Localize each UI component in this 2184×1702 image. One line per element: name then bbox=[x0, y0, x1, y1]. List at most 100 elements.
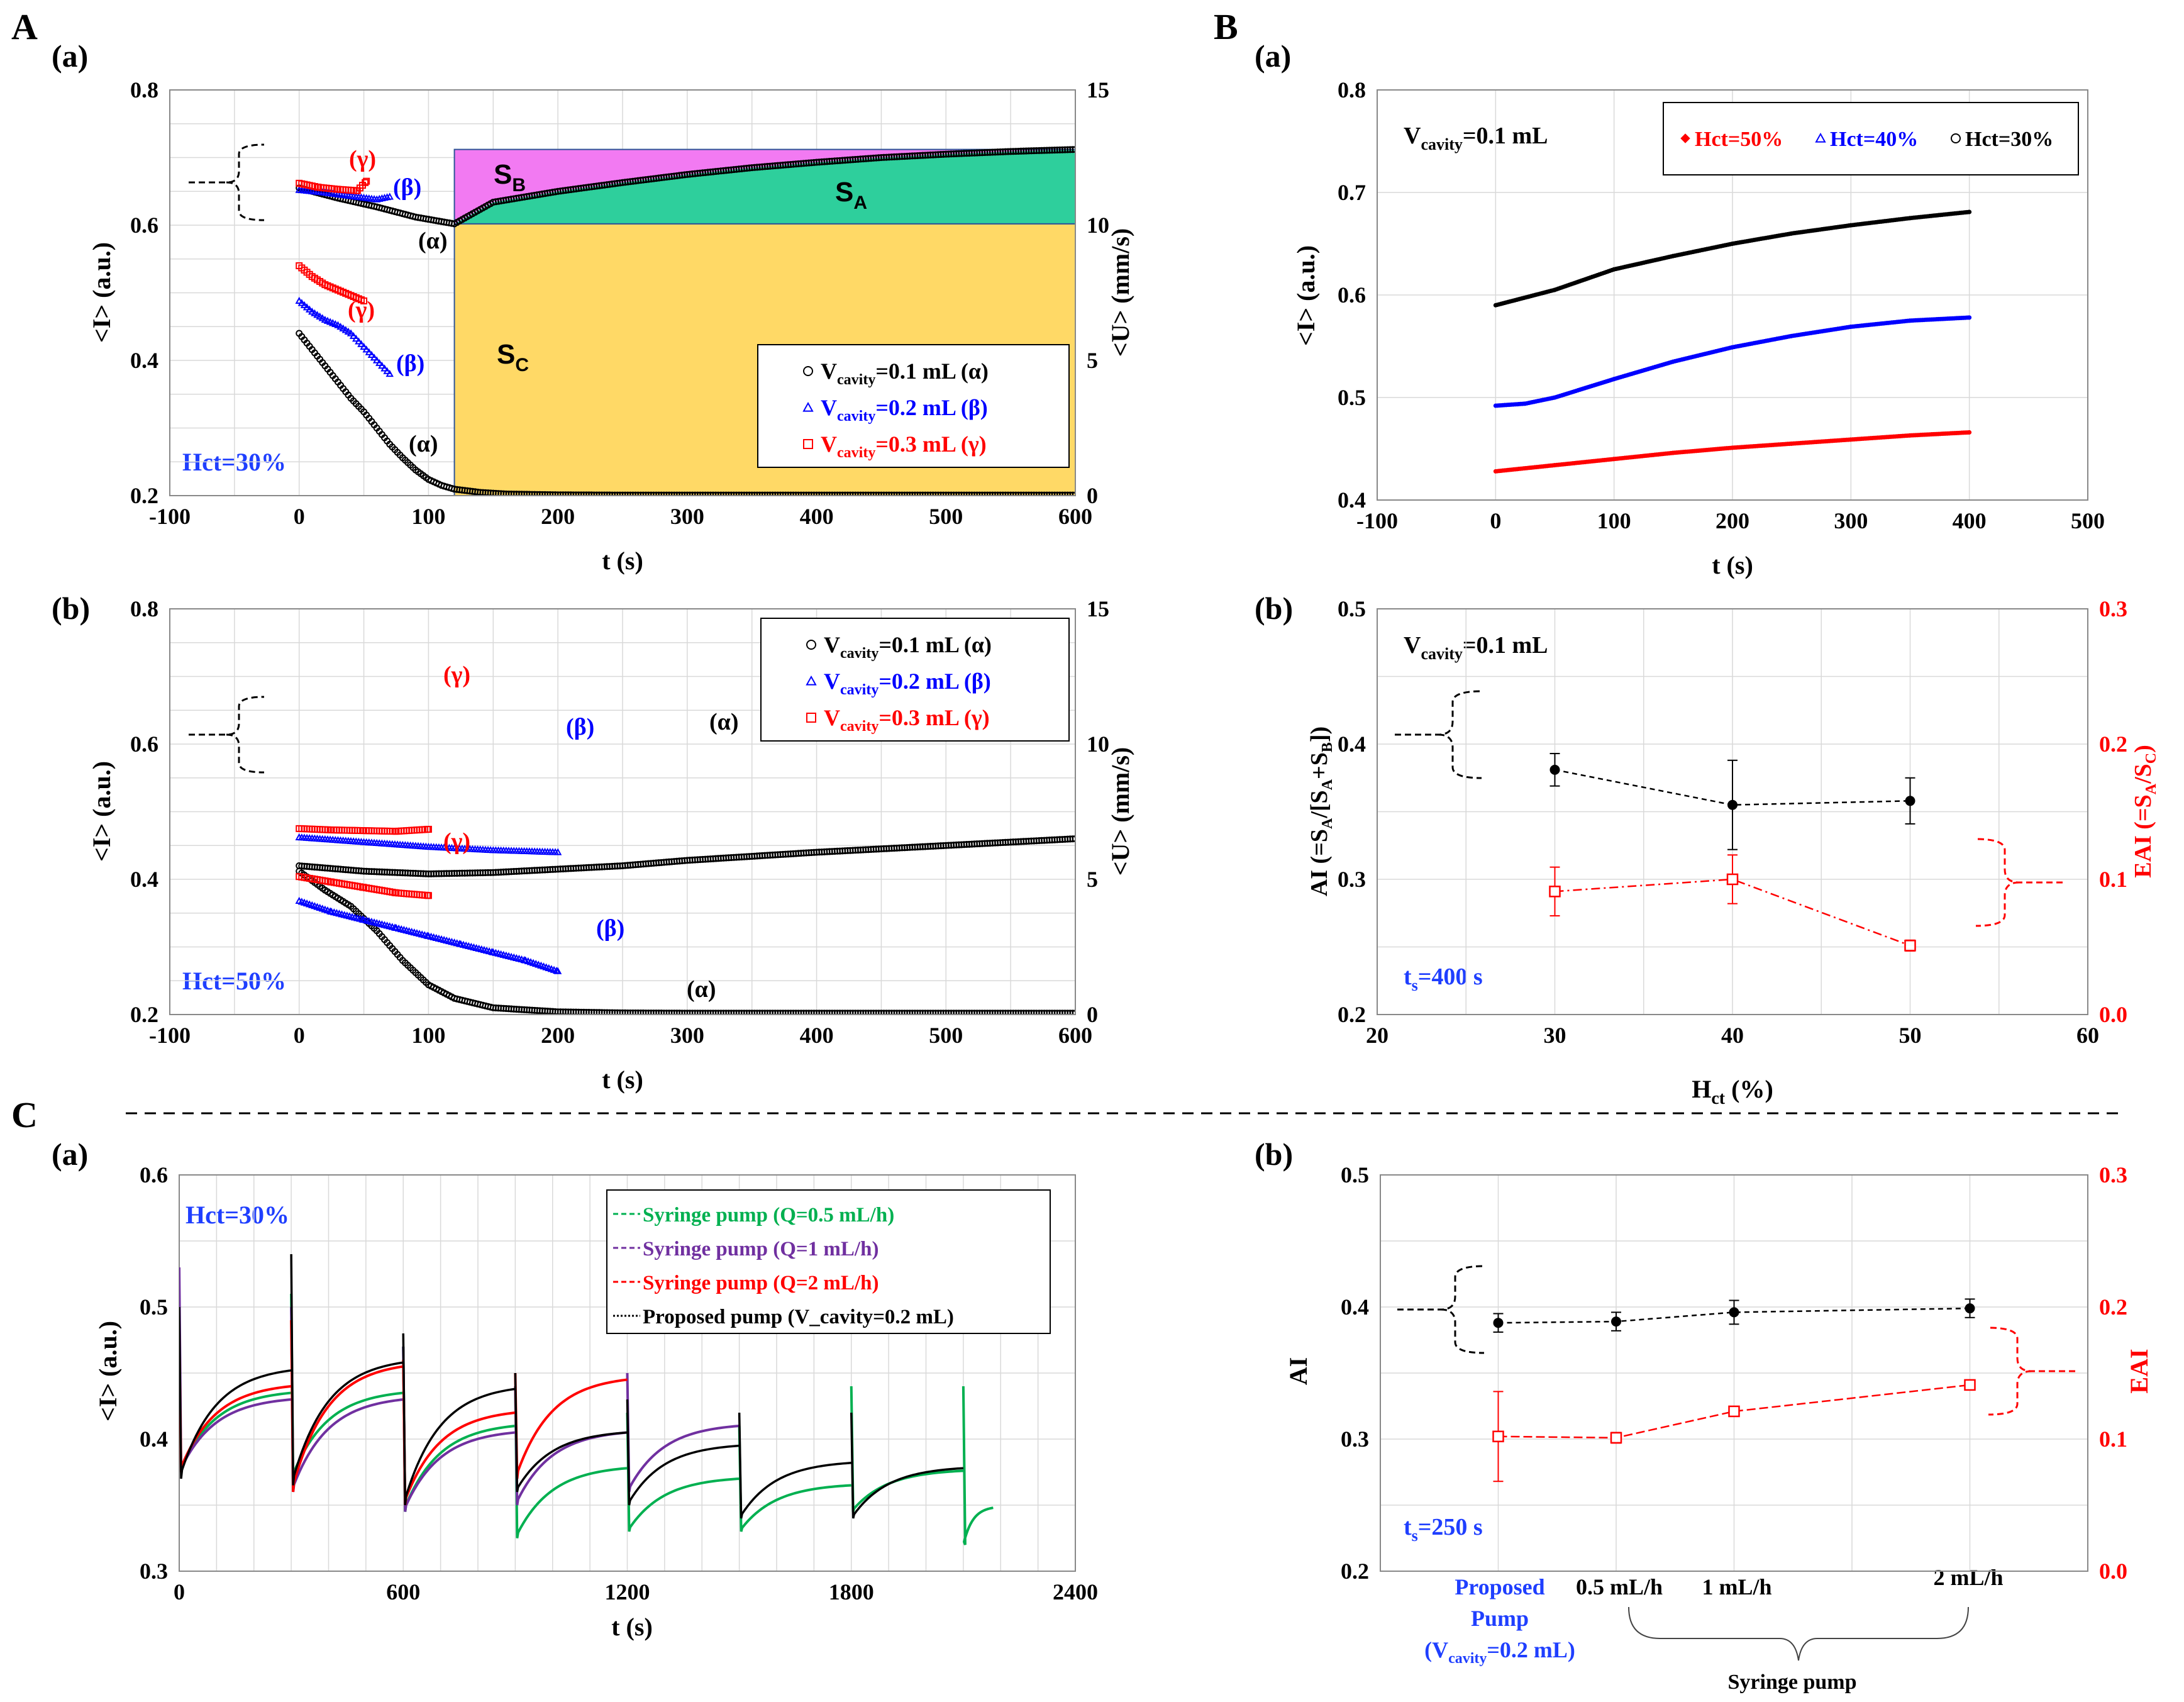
aa-series-4-point bbox=[346, 329, 355, 337]
ab-xtick-label: 300 bbox=[670, 1023, 704, 1048]
bb-xtick-label: 40 bbox=[1721, 1023, 1744, 1048]
bb-brace-eai bbox=[1975, 838, 2063, 927]
aa-y2tick-label: 0 bbox=[1087, 483, 1098, 508]
ca-ylabel: <I> (a.u.) bbox=[94, 1321, 122, 1421]
ab-series-1-point bbox=[553, 848, 562, 855]
cb-ytick-label: 0.5 bbox=[1341, 1162, 1369, 1188]
aa-curve-label-beta-u: (β) bbox=[396, 350, 424, 377]
ab-ylabel: <I> (a.u.) bbox=[87, 761, 116, 862]
aa-series-2 bbox=[296, 177, 370, 194]
aa-series-0-point bbox=[1069, 146, 1075, 153]
ab-legend-marker bbox=[806, 713, 816, 723]
bb-xlabel-main: H bbox=[1692, 1075, 1711, 1103]
ba-xtick-label: 0 bbox=[1490, 508, 1501, 533]
ab-legend-marker bbox=[806, 640, 816, 650]
ab-xtick-label: 100 bbox=[411, 1023, 445, 1048]
cb-ytick-label: 0.4 bbox=[1341, 1294, 1369, 1320]
ab-xtick-label: 200 bbox=[541, 1023, 575, 1048]
panel-label-ca: (a) bbox=[52, 1137, 88, 1172]
ba-ytick-label: 0.4 bbox=[1338, 487, 1366, 513]
ab-curve-label-beta-i: (β) bbox=[566, 714, 594, 740]
ca-ytick-label: 0.5 bbox=[140, 1294, 168, 1320]
ca-series-2 bbox=[179, 1320, 628, 1506]
ba-series-2 bbox=[1493, 430, 1972, 474]
section-label-a: A bbox=[11, 6, 38, 47]
aa-ytick-label: 0.6 bbox=[130, 213, 158, 238]
ca-ytick-label: 0.4 bbox=[140, 1427, 168, 1452]
aa-label-sa-sub: A bbox=[853, 192, 867, 213]
aa-series-4-point bbox=[385, 369, 394, 377]
bb-xlabel: Hct (%) bbox=[1692, 1075, 1773, 1108]
ab-legend-rest: =0.3 mL (γ) bbox=[879, 705, 989, 730]
aa-xtick-label: 500 bbox=[929, 504, 963, 529]
aa-plot-frame bbox=[169, 89, 1076, 496]
bb-annotation-sub: cavity bbox=[1421, 645, 1462, 663]
ab-xtick-label: 0 bbox=[294, 1023, 305, 1048]
aa-series-5 bbox=[296, 262, 368, 304]
ba-legend-label: Hct=50% bbox=[1695, 128, 1783, 151]
aa-legend-label: Vcavity=0.2 mL (β) bbox=[821, 395, 988, 425]
ba-xtick-label: 100 bbox=[1597, 508, 1631, 533]
ba-series-0-point bbox=[1967, 209, 1972, 214]
cb-brace-eai bbox=[1988, 1327, 2075, 1416]
ab-y2label: <U> (mm/s) bbox=[1106, 747, 1134, 876]
ca-xtick-label: 0 bbox=[174, 1579, 185, 1605]
ca-legend-label: Syringe pump (Q=1 mL/h) bbox=[643, 1238, 879, 1260]
aa-series-4-point bbox=[383, 367, 391, 374]
cb-proposed-line1: Proposed bbox=[1455, 1574, 1544, 1599]
ba-annotation-rest: =0.1 mL bbox=[1463, 123, 1548, 149]
aa-series-4-point bbox=[360, 342, 368, 350]
cb-category-2: 2 mL/h bbox=[1933, 1565, 2003, 1590]
cb-category-05: 0.5 mL/h bbox=[1576, 1574, 1663, 1599]
aa-xtick-label: 0 bbox=[294, 504, 305, 529]
ba-xtick-label: 500 bbox=[2071, 508, 2105, 533]
ca-legend-box bbox=[606, 1189, 1051, 1334]
ab-series-5 bbox=[296, 873, 432, 899]
ab-xtick-label: -100 bbox=[149, 1023, 191, 1048]
ba-xtick-label: 400 bbox=[1953, 508, 1987, 533]
ca-series-3 bbox=[179, 1254, 963, 1519]
aa-series-0 bbox=[296, 146, 1075, 228]
aa-curve-label-alpha-u: (α) bbox=[409, 431, 438, 457]
aa-series-2-point bbox=[362, 179, 369, 186]
ab-plot-frame bbox=[169, 608, 1076, 1015]
aa-curve-label-beta-i: (β) bbox=[393, 174, 421, 201]
ba-legend-marker bbox=[1680, 133, 1690, 143]
ab-ytick-label: 0.4 bbox=[130, 867, 158, 892]
ba-ytick-label: 0.6 bbox=[1338, 282, 1366, 308]
ab-xtick-label: 500 bbox=[929, 1023, 963, 1048]
ca-legend-label: Syringe pump (Q=2 mL/h) bbox=[643, 1272, 879, 1294]
cb-series-line-EAI bbox=[1498, 1384, 1970, 1439]
aa-legend-sub: cavity bbox=[837, 372, 875, 388]
ca-legend-label: Syringe pump (Q=0.5 mL/h) bbox=[643, 1204, 894, 1226]
cb-point-ai bbox=[1611, 1316, 1621, 1327]
aa-series-1 bbox=[295, 186, 394, 203]
aa-area-sa bbox=[454, 149, 1075, 224]
ab-legend-rest: =0.2 mL (β) bbox=[879, 669, 990, 694]
cb-proposed-rest: =0.2 mL) bbox=[1487, 1637, 1575, 1662]
cb-point-eai bbox=[1728, 1405, 1740, 1418]
aa-xtick-label: -100 bbox=[149, 504, 191, 529]
aa-ytick-label: 0.2 bbox=[130, 483, 158, 508]
ab-series-3-point bbox=[1072, 1010, 1075, 1015]
cb-point-ai bbox=[1965, 1303, 1975, 1314]
ba-legend-marker bbox=[1815, 132, 1826, 143]
bb-ts-label: ts=400 s bbox=[1404, 964, 1483, 994]
ca-xtick-label: 2400 bbox=[1053, 1579, 1098, 1605]
ab-legend-rest: =0.1 mL (α) bbox=[879, 632, 992, 657]
panel-label-ab: (b) bbox=[52, 591, 90, 626]
aa-series-4-point bbox=[380, 364, 389, 372]
panel-label-ba: (a) bbox=[1255, 38, 1291, 74]
ca-xtick-label: 1200 bbox=[605, 1579, 650, 1605]
bb-y2label: EAI (=SA/SC) bbox=[2130, 745, 2159, 878]
aa-curve-label-gamma-u: (γ) bbox=[348, 297, 375, 323]
aa-xtick-label: 400 bbox=[800, 504, 834, 529]
cb-ytick-label: 0.2 bbox=[1341, 1559, 1369, 1584]
aa-series-4-point bbox=[352, 335, 360, 342]
ba-series-0 bbox=[1493, 209, 1972, 308]
bb-ytick-label: 0.2 bbox=[1338, 1002, 1366, 1027]
cb-proposed-sub: cavity bbox=[1448, 1650, 1487, 1667]
aa-ytick-label: 0.8 bbox=[130, 77, 158, 103]
ab-series-0-point bbox=[1069, 835, 1075, 843]
cb-y2tick-label: 0.3 bbox=[2099, 1162, 2127, 1188]
